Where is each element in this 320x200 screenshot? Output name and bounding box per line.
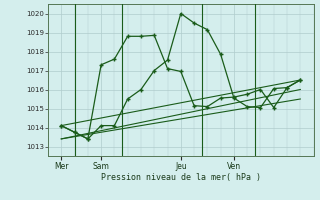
X-axis label: Pression niveau de la mer( hPa ): Pression niveau de la mer( hPa ) [101,173,261,182]
